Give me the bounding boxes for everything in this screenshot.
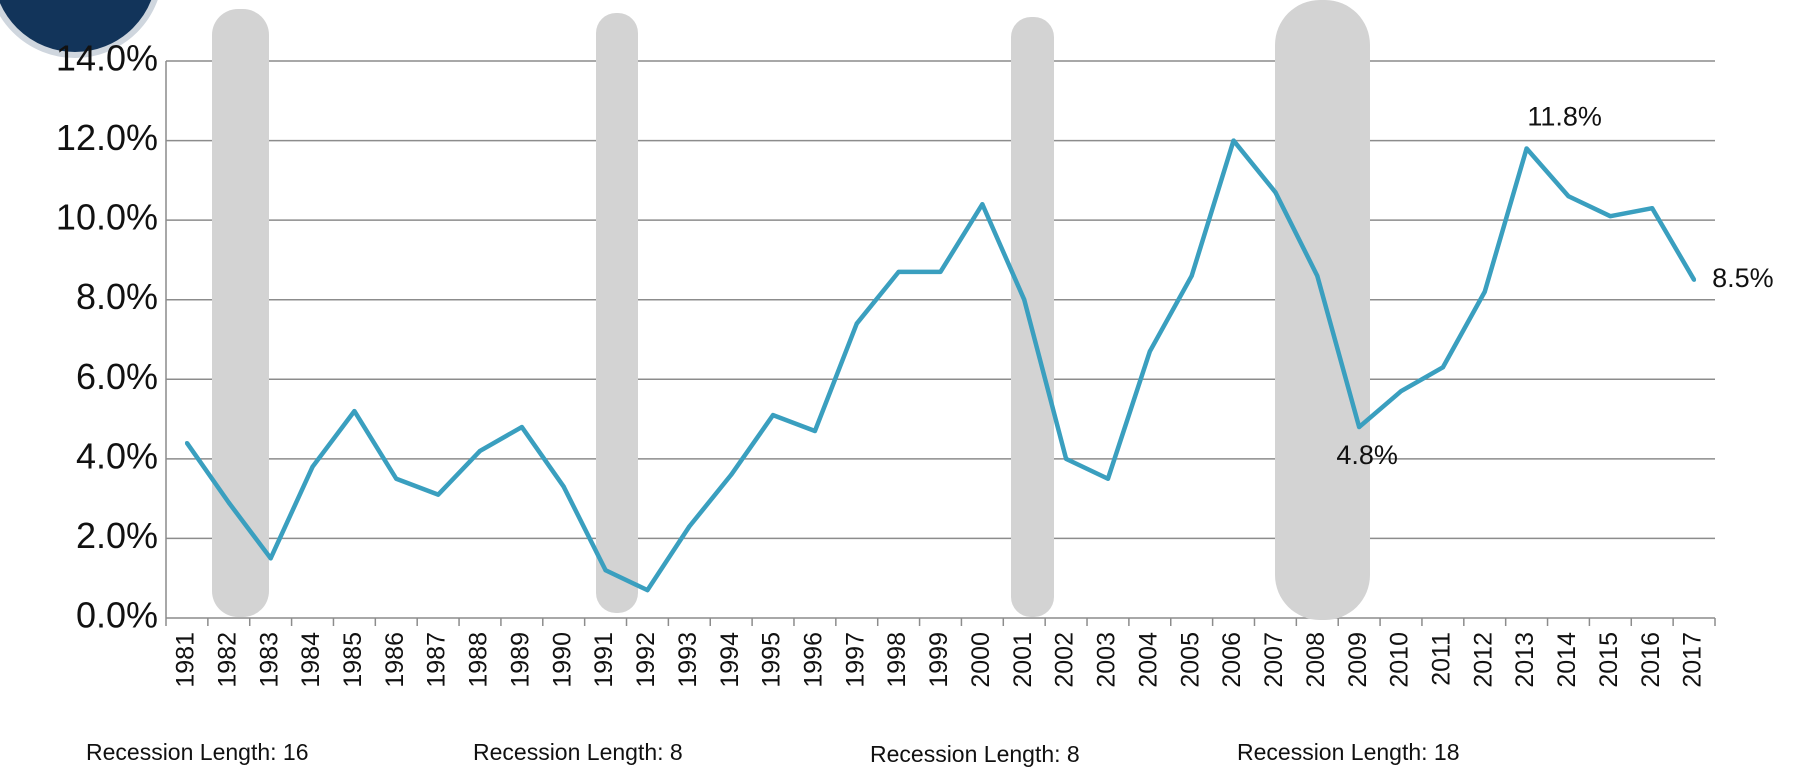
data-point: [812, 429, 817, 434]
grid: [166, 60, 1715, 619]
x-tick-label: 2015: [1595, 632, 1623, 688]
data-label: 11.8%: [1527, 102, 1602, 132]
data-point: [1064, 456, 1069, 461]
x-tick-label: 2004: [1134, 632, 1162, 688]
x-tick-label: 1996: [800, 632, 828, 688]
data-point: [184, 440, 189, 445]
x-tick-label: 1993: [674, 632, 702, 688]
recession-note: Recession Length: 18: [1237, 739, 1460, 765]
data-point: [226, 500, 231, 505]
data-point: [1105, 476, 1110, 481]
data-line: [185, 138, 1697, 593]
recession-note: Recession Length: 8: [870, 741, 1080, 767]
x-tick-label: 1994: [716, 632, 744, 688]
y-tick-label: 4.0%: [76, 435, 158, 476]
x-tick-label: 1992: [632, 632, 660, 688]
x-tick-label: 2002: [1051, 632, 1079, 688]
x-tick-label: 2010: [1386, 632, 1414, 688]
data-label: 4.8%: [1336, 440, 1398, 470]
y-tick-label: 8.0%: [76, 276, 158, 317]
y-tick-label: 2.0%: [76, 515, 158, 556]
data-point: [603, 568, 608, 573]
data-point: [1524, 146, 1529, 151]
recession-bands: [212, 0, 1370, 620]
x-tick-label: 2001: [1009, 632, 1037, 688]
data-point: [1482, 289, 1487, 294]
x-tick-label: 2014: [1553, 632, 1581, 688]
x-tick-label: 2016: [1637, 632, 1665, 688]
data-point: [1231, 138, 1236, 143]
x-tick-label: 2003: [1093, 632, 1121, 688]
data-point: [687, 524, 692, 529]
recession-note: Recession Length: 8: [473, 739, 683, 765]
data-point: [394, 476, 399, 481]
x-tick-label: 2009: [1344, 632, 1372, 688]
x-tick-label: 2000: [967, 632, 995, 688]
y-tick-label: 6.0%: [76, 356, 158, 397]
x-tick-label: 1995: [758, 632, 786, 688]
data-point: [938, 269, 943, 274]
x-tick-label: 2011: [1427, 632, 1455, 686]
x-tick-label: 2006: [1218, 632, 1246, 688]
x-tick-label: 1985: [339, 632, 367, 688]
recession-band: [1011, 17, 1054, 617]
x-tick-label: 1982: [213, 632, 241, 688]
logo: [0, 0, 158, 58]
data-point: [1273, 190, 1278, 195]
data-point: [436, 492, 441, 497]
x-tick-label: 1990: [548, 632, 576, 688]
data-point: [1147, 349, 1152, 354]
data-point: [1692, 277, 1697, 282]
y-tick-label: 0.0%: [76, 595, 158, 636]
x-tick-label: 2005: [1176, 632, 1204, 688]
data-point: [1189, 273, 1194, 278]
recession-note: Recession Length: 16: [86, 739, 309, 765]
data-point: [1650, 206, 1655, 211]
x-tick-label: 1984: [297, 632, 325, 688]
x-tick-label: 1981: [172, 632, 200, 688]
x-tick-label: 1997: [841, 632, 869, 688]
data-point: [729, 472, 734, 477]
data-point: [645, 588, 650, 593]
x-tick-label: 1983: [255, 632, 283, 688]
data-point: [980, 202, 985, 207]
x-tick-label: 2017: [1679, 632, 1707, 688]
recession-band: [596, 13, 638, 613]
data-point: [519, 425, 524, 430]
recession-band: [212, 9, 269, 617]
data-point: [477, 448, 482, 453]
x-tick-label: 1987: [423, 632, 451, 688]
data-point: [896, 269, 901, 274]
data-point: [268, 556, 273, 561]
data-label: 8.5%: [1712, 263, 1774, 293]
data-point: [1399, 389, 1404, 394]
x-tick-label: 2012: [1469, 632, 1497, 688]
data-point: [1357, 425, 1362, 430]
x-tick-label: 2013: [1511, 632, 1539, 688]
y-tick-label: 10.0%: [56, 197, 158, 238]
data-point: [1022, 297, 1027, 302]
data-point: [1566, 194, 1571, 199]
data-point: [1440, 365, 1445, 370]
data-point: [1315, 273, 1320, 278]
x-tick-label: 1998: [883, 632, 911, 688]
recession-band: [1275, 0, 1370, 620]
x-tick-label: 2008: [1302, 632, 1330, 688]
data-point: [854, 321, 859, 326]
data-point: [1608, 214, 1613, 219]
x-tick-label: 1986: [381, 632, 409, 688]
x-tick-label: 1999: [925, 632, 953, 688]
data-point: [561, 484, 566, 489]
y-tick-label: 14.0%: [56, 38, 158, 79]
x-tick-label: 1989: [506, 632, 534, 688]
y-tick-label: 12.0%: [56, 117, 158, 158]
x-tick-label: 2007: [1260, 632, 1288, 688]
x-tick-label: 1991: [590, 632, 618, 688]
x-tick-label: 1988: [465, 632, 493, 688]
data-point: [352, 409, 357, 414]
data-point: [310, 464, 315, 469]
data-point: [771, 413, 776, 418]
